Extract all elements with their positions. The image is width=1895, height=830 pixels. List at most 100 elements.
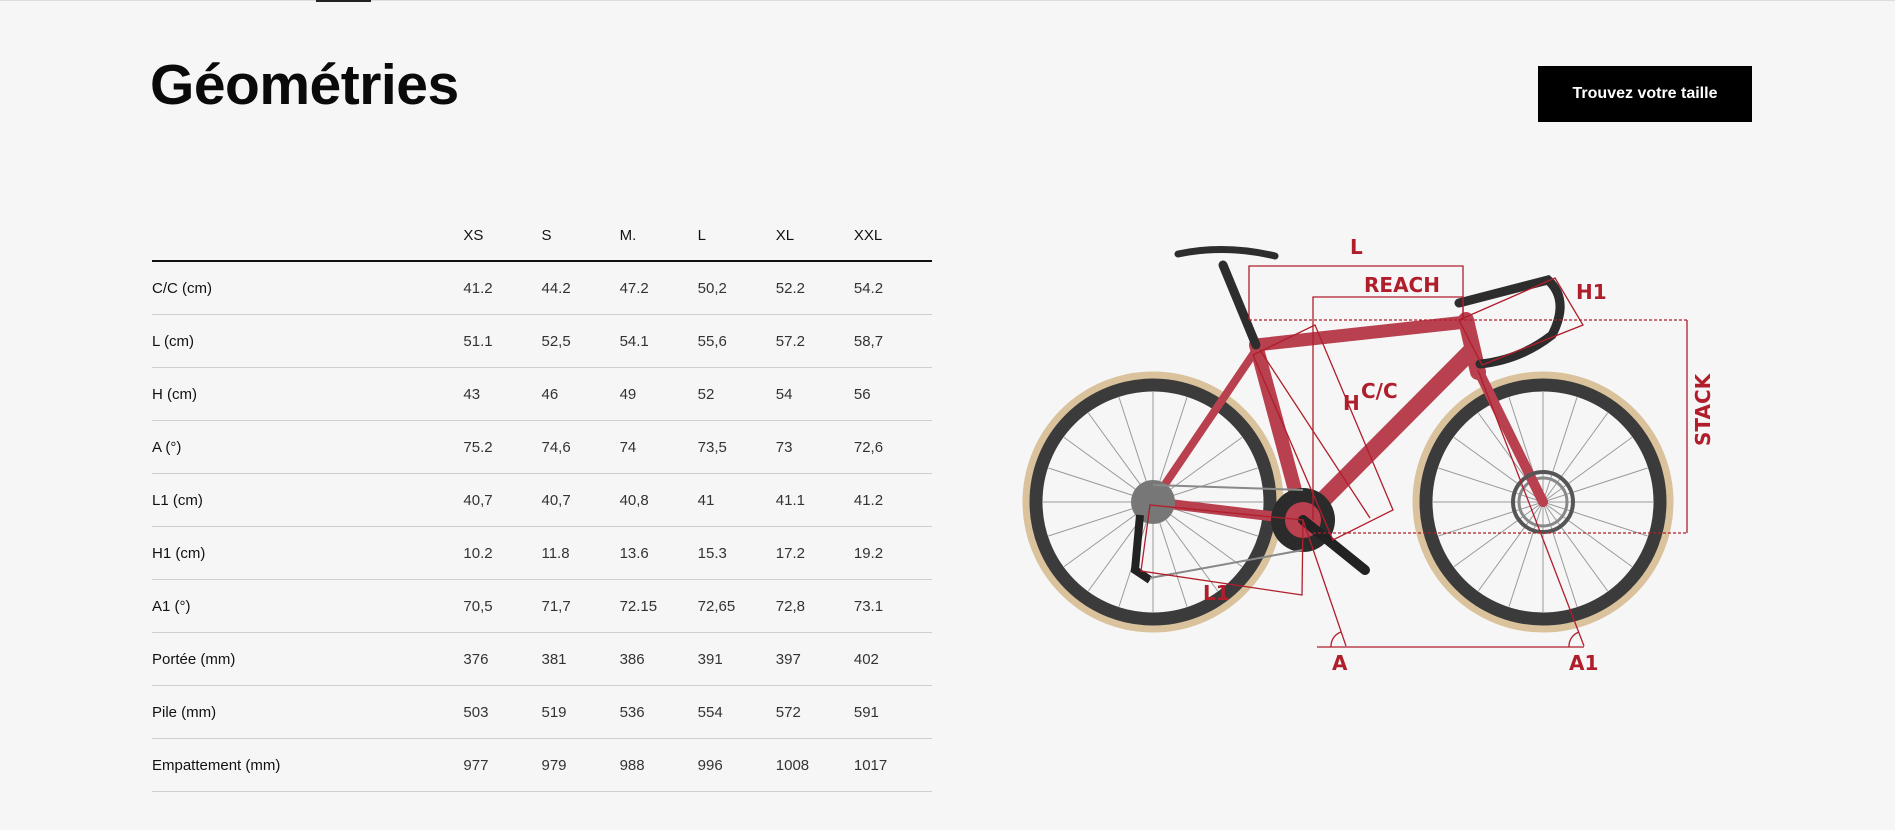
row-label: L1 (cm): [152, 473, 464, 527]
cell-value: 51.1: [463, 314, 542, 368]
cell-value: 391: [697, 632, 776, 686]
cell-value: 55,6: [697, 314, 776, 368]
cell-value: 376: [463, 632, 542, 686]
cell-value: 52: [697, 367, 776, 421]
table-row: Empattement (mm) 977 979 988 996 1008 1017: [152, 738, 932, 792]
cell-value: 46: [541, 367, 620, 421]
col-header: XS: [463, 210, 542, 262]
spoke: [1542, 501, 1578, 607]
cell-value: 1017: [853, 738, 932, 792]
spoke: [1453, 436, 1544, 503]
cell-value: 41: [697, 473, 776, 527]
active-tab-indicator: [316, 0, 371, 2]
label-cc: C/C: [1361, 379, 1398, 403]
col-header: L: [697, 210, 776, 262]
table-row: C/C (cm) 41.2 44.2 47.2 50,2 52.2 54.2: [152, 261, 932, 315]
cell-value: 72,6: [853, 420, 932, 474]
cell-value: 47.2: [619, 261, 698, 315]
drivetrain: [1130, 470, 1575, 584]
page-title: Géométries: [150, 53, 459, 117]
table-header-row: XS S M. L XL XXL: [152, 210, 932, 262]
spoke: [1542, 412, 1609, 503]
label-l1: L1: [1203, 581, 1230, 605]
front-wheel: [1412, 371, 1674, 633]
header-empty: [152, 210, 464, 262]
dimension-labels: L REACH H1 C/C H STACK L1 A A1: [1203, 235, 1715, 675]
table-row: H1 (cm) 10.2 11.8 13.6 15.3 17.2 19.2: [152, 526, 932, 580]
cell-value: 56: [853, 367, 932, 421]
table-row: L1 (cm) 40,7 40,7 40,8 41 41.1 41.2: [152, 473, 932, 527]
cell-value: 52,5: [541, 314, 620, 368]
row-label: C/C (cm): [152, 261, 464, 315]
cell-value: 10.2: [463, 526, 542, 580]
cell-value: 13.6: [619, 526, 698, 580]
spoke: [1438, 501, 1544, 537]
cell-value: 554: [697, 685, 776, 739]
label-reach: REACH: [1364, 273, 1440, 297]
cell-value: 19.2: [853, 526, 932, 580]
cell-value: 386: [619, 632, 698, 686]
cell-value: 52.2: [775, 261, 854, 315]
label-stack: STACK: [1691, 372, 1715, 446]
cell-value: 40,7: [463, 473, 542, 527]
cell-value: 1008: [775, 738, 854, 792]
cell-value: 75.2: [463, 420, 542, 474]
cell-value: 72,65: [697, 579, 776, 633]
spoke: [1508, 501, 1544, 607]
cell-value: 54.2: [853, 261, 932, 315]
cell-value: 73: [775, 420, 854, 474]
label-h1: H1: [1576, 280, 1607, 304]
cell-value: 536: [619, 685, 698, 739]
row-label: A1 (°): [152, 579, 464, 633]
cell-value: 41.2: [463, 261, 542, 315]
cell-value: 996: [697, 738, 776, 792]
cell-value: 74,6: [541, 420, 620, 474]
cell-value: 15.3: [697, 526, 776, 580]
row-label: Empattement (mm): [152, 738, 464, 792]
label-l: L: [1350, 235, 1363, 259]
cell-value: 977: [463, 738, 542, 792]
cell-value: 402: [853, 632, 932, 686]
spoke: [1542, 397, 1578, 503]
dimension-lines: [1140, 265, 1688, 648]
col-header: M.: [619, 210, 698, 262]
cell-value: 591: [853, 685, 932, 739]
cell-value: 11.8: [541, 526, 620, 580]
table-row: A1 (°) 70,5 71,7 72.15 72,65 72,8 73.1: [152, 579, 932, 633]
cell-value: 40,7: [541, 473, 620, 527]
cell-value: 71,7: [541, 579, 620, 633]
cell-value: 41.2: [853, 473, 932, 527]
spoke: [1477, 501, 1544, 592]
cell-value: 381: [541, 632, 620, 686]
cell-value: 41.1: [775, 473, 854, 527]
row-label: H1 (cm): [152, 526, 464, 580]
cell-value: 40,8: [619, 473, 698, 527]
table-row: L (cm) 51.1 52,5 54.1 55,6 57.2 58,7: [152, 314, 932, 368]
spoke: [1542, 501, 1648, 537]
cell-value: 572: [775, 685, 854, 739]
cell-value: 397: [775, 632, 854, 686]
table-row: Pile (mm) 503 519 536 554 572 591: [152, 685, 932, 739]
row-label: H (cm): [152, 367, 464, 421]
col-header: S: [541, 210, 620, 262]
row-label: Portée (mm): [152, 632, 464, 686]
row-label: Pile (mm): [152, 685, 464, 739]
bike-frame: [1148, 312, 1548, 529]
col-header: XXL: [853, 210, 932, 262]
table-row: Portée (mm) 376 381 386 391 397 402: [152, 632, 932, 686]
table-row: H (cm) 43 46 49 52 54 56: [152, 367, 932, 421]
cell-value: 72,8: [775, 579, 854, 633]
label-a: A: [1332, 651, 1348, 675]
cell-value: 54: [775, 367, 854, 421]
spoke: [1542, 467, 1648, 503]
cell-value: 49: [619, 367, 698, 421]
label-a1: A1: [1569, 651, 1598, 675]
cell-value: 54.1: [619, 314, 698, 368]
cell-value: 57.2: [775, 314, 854, 368]
cell-value: 74: [619, 420, 698, 474]
cell-value: 72.15: [619, 579, 698, 633]
cell-value: 17.2: [775, 526, 854, 580]
find-your-size-button[interactable]: Trouvez votre taille: [1538, 66, 1752, 122]
col-header: XL: [775, 210, 854, 262]
